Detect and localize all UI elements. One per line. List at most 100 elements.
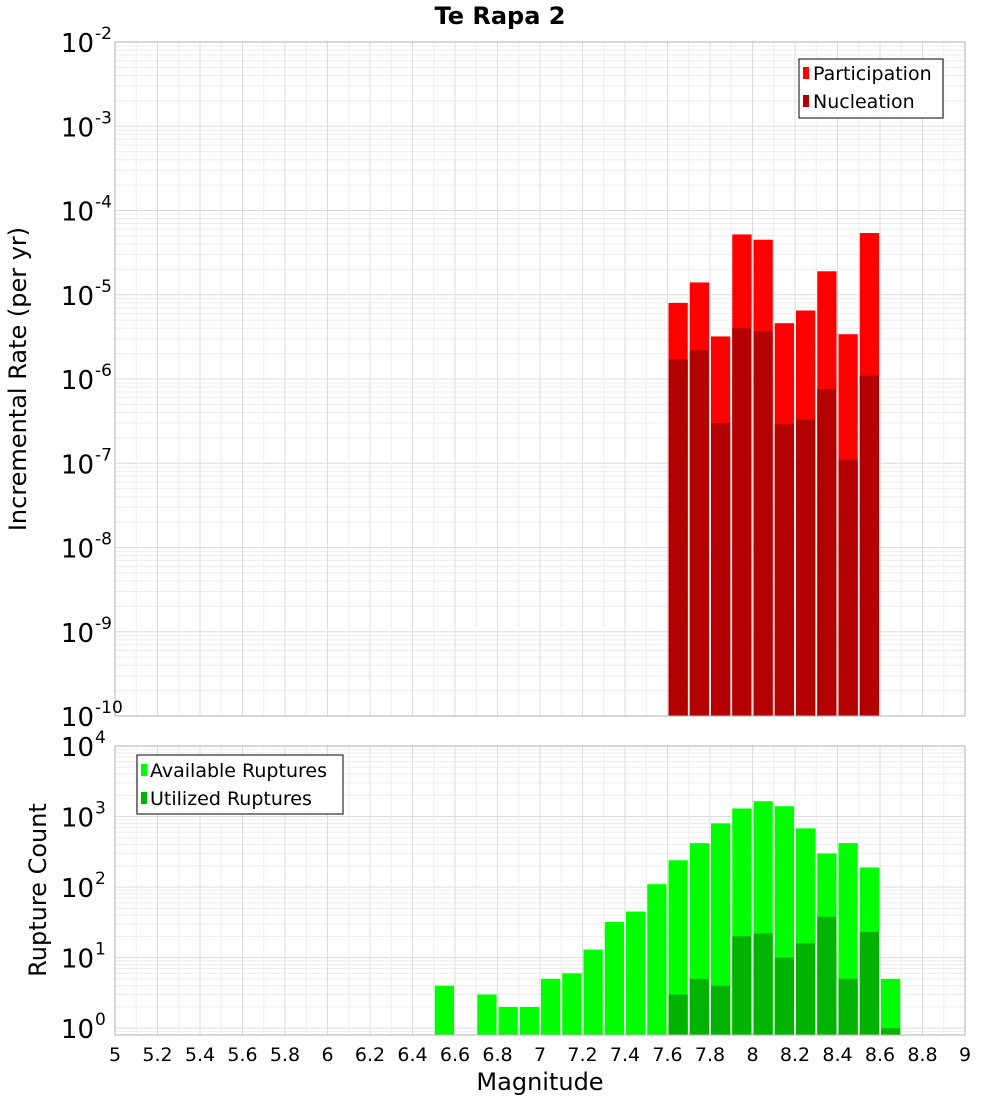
bottom-y-tick-base: 10 <box>61 733 94 763</box>
bottom-bar-series-1-13 <box>732 936 752 1035</box>
legend-swatch-available <box>141 764 147 776</box>
x-tick-label: 6 <box>321 1044 333 1066</box>
top-bar-series-1-8 <box>838 459 858 716</box>
top-bars <box>668 233 879 717</box>
top-y-tick-base: 10 <box>61 29 94 59</box>
bottom-bar-series-0-7 <box>604 921 624 1035</box>
top-y-tick-exponent: -9 <box>95 614 112 634</box>
bottom-y-tick-exponent: 4 <box>95 728 106 748</box>
chart-title: Te Rapa 2 <box>435 2 566 30</box>
bottom-grid <box>114 746 966 1036</box>
top-plot-frame <box>114 41 966 717</box>
top-legend: Participation Nucleation <box>798 58 944 119</box>
top-y-ticks: 10-210-310-410-510-610-710-810-910-10 <box>61 24 123 733</box>
bottom-bar-series-1-20 <box>881 1028 901 1035</box>
bottom-y-tick-base: 10 <box>61 804 94 834</box>
top-bar-series-1-3 <box>732 328 752 716</box>
x-tick-label: 7 <box>534 1044 546 1066</box>
top-bar-series-1-7 <box>817 389 837 716</box>
x-tick-label: 8.8 <box>907 1044 937 1066</box>
bottom-bar-series-0-5 <box>562 973 582 1035</box>
legend-swatch-utilized <box>141 792 147 804</box>
x-tick-label: 6.2 <box>355 1044 385 1066</box>
x-tick-label: 8.4 <box>822 1044 852 1066</box>
top-y-tick-base: 10 <box>61 535 94 565</box>
bottom-bar-series-1-19 <box>859 932 879 1035</box>
legend-label-participation: Participation <box>813 63 932 85</box>
bottom-bar-series-0-9 <box>647 884 667 1035</box>
top-y-tick-exponent: -8 <box>95 530 112 550</box>
top-y-tick-base: 10 <box>61 450 94 480</box>
top-grid <box>114 42 966 717</box>
bottom-bar-series-1-16 <box>796 943 816 1035</box>
x-ticks: 5 5.2 5.4 5.6 5.8 6 6.2 6.4 6.6 6.8 7 7.2 7.4 7.6 7.8 8… <box>109 1044 971 1066</box>
bottom-bar-series-0-0 <box>434 985 454 1035</box>
x-tick-label: 5.8 <box>270 1044 300 1066</box>
x-tick-label: 7.4 <box>610 1044 640 1066</box>
top-bar-series-1-0 <box>668 359 688 716</box>
top-y-tick-exponent: -4 <box>95 193 112 213</box>
top-y-tick-exponent: -5 <box>95 277 112 297</box>
bottom-bar-series-0-3 <box>519 1006 539 1035</box>
top-bar-series-1-1 <box>689 350 709 716</box>
top-bar-series-1-4 <box>753 331 773 716</box>
top-y-tick-exponent: -10 <box>95 698 123 718</box>
bottom-bar-series-1-18 <box>838 978 858 1035</box>
bottom-bar-series-0-1 <box>477 994 497 1035</box>
bottom-bar-series-1-17 <box>817 916 837 1035</box>
x-tick-label: 6.6 <box>440 1044 470 1066</box>
bottom-bar-series-1-14 <box>753 933 773 1035</box>
top-bar-series-1-5 <box>774 424 794 716</box>
bottom-y-tick-base: 10 <box>61 1015 94 1045</box>
top-y-tick-exponent: -7 <box>95 445 112 465</box>
x-tick-label: 8.2 <box>780 1044 810 1066</box>
bottom-bar-series-0-20 <box>881 978 901 1035</box>
top-bar-series-1-2 <box>711 423 731 716</box>
bottom-y-axis-title: Rupture Count <box>24 803 52 977</box>
legend-label-nucleation: Nucleation <box>813 91 915 113</box>
bottom-legend-box <box>136 754 344 815</box>
x-tick-label: 5.6 <box>227 1044 257 1066</box>
bottom-bar-series-0-2 <box>498 1006 518 1035</box>
bottom-bar-series-1-12 <box>711 985 731 1035</box>
x-tick-label: 8.6 <box>865 1044 895 1066</box>
top-y-tick-base: 10 <box>61 198 94 228</box>
legend-swatch-nucleation <box>803 95 809 107</box>
x-tick-label: 7.2 <box>567 1044 597 1066</box>
bottom-bar-series-0-4 <box>541 978 561 1035</box>
top-y-tick-exponent: -2 <box>95 24 112 44</box>
bottom-bar-series-1-15 <box>774 957 794 1035</box>
bottom-y-tick-base: 10 <box>61 874 94 904</box>
bottom-bar-series-0-8 <box>626 911 646 1035</box>
bottom-y-tick-exponent: 3 <box>95 799 106 819</box>
top-legend-box <box>798 58 944 119</box>
legend-label-utilized: Utilized Ruptures <box>150 788 312 810</box>
top-bar-series-1-6 <box>796 419 816 716</box>
x-tick-label: 5.2 <box>142 1044 172 1066</box>
bottom-bar-series-1-11 <box>689 978 709 1035</box>
bottom-y-tick-base: 10 <box>61 945 94 975</box>
x-tick-label: 6.8 <box>482 1044 512 1066</box>
top-y-tick-base: 10 <box>61 703 94 733</box>
top-y-tick-base: 10 <box>61 113 94 143</box>
x-tick-label: 6.4 <box>397 1044 427 1066</box>
bottom-bar-series-0-6 <box>583 949 603 1035</box>
x-tick-label: 5.4 <box>185 1044 215 1066</box>
top-y-tick-base: 10 <box>61 619 94 649</box>
x-axis-title: Magnitude <box>476 1068 603 1096</box>
x-tick-label: 9 <box>959 1044 971 1066</box>
x-tick-label: 8 <box>746 1044 758 1066</box>
top-y-tick-base: 10 <box>61 282 94 312</box>
bottom-plot-frame <box>114 745 966 1036</box>
top-y-tick-exponent: -3 <box>95 108 112 128</box>
bottom-bar-series-0-12 <box>711 823 731 1035</box>
legend-swatch-participation <box>803 67 809 79</box>
top-bar-series-1-9 <box>859 375 879 716</box>
top-y-axis-title: Incremental Rate (per yr) <box>4 227 32 531</box>
bottom-bars <box>434 801 901 1035</box>
legend-label-available: Available Ruptures <box>150 760 327 782</box>
x-tick-label: 5 <box>109 1044 121 1066</box>
bottom-y-tick-exponent: 0 <box>95 1010 106 1030</box>
